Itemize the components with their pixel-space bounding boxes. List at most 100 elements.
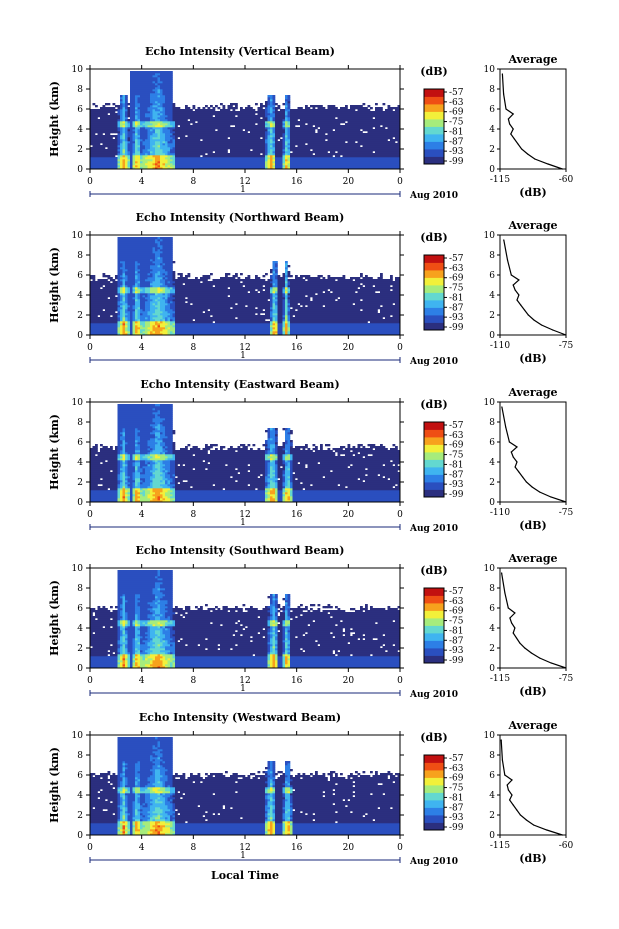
heatmap-cell [107, 277, 111, 280]
heatmap-cell [180, 147, 183, 150]
heatmap-cell [160, 161, 163, 164]
heatmap-cell [277, 145, 281, 148]
heatmap-cell [97, 137, 101, 140]
heatmap-cell [267, 127, 271, 130]
heatmap-cell [132, 129, 136, 132]
heatmap-cell [222, 163, 226, 166]
heatmap-cell [280, 143, 283, 146]
heatmap-cell [102, 105, 106, 108]
heatmap-cell [160, 157, 163, 160]
heatmap-cell [152, 73, 156, 76]
heatmap-cell [285, 113, 288, 116]
heatmap-cell [252, 129, 256, 132]
heatmap-cell [100, 139, 103, 142]
heatmap-cell [95, 285, 98, 288]
heatmap-cell [200, 133, 203, 136]
heatmap-cell [387, 147, 391, 150]
heatmap-cell [122, 269, 126, 272]
x-tick-label: 12 [239, 177, 250, 187]
heatmap-cell [115, 159, 118, 162]
heatmap-cell [362, 163, 366, 166]
heatmap-cell [152, 131, 156, 134]
heatmap-cell [265, 141, 268, 144]
heatmap-cell [95, 143, 98, 146]
heatmap-cell [325, 137, 328, 140]
heatmap-cell [90, 157, 93, 160]
heatmap-cell [165, 91, 168, 94]
heatmap-cell [180, 141, 183, 144]
heatmap-cell [212, 161, 216, 164]
heatmap-cell [360, 143, 363, 146]
heatmap-cell [260, 163, 263, 166]
heatmap-cell [225, 121, 228, 124]
heatmap-cell [170, 145, 173, 148]
heatmap-cell [285, 101, 288, 104]
heatmap-cell [280, 163, 283, 166]
heatmap-cell [247, 149, 251, 152]
heatmap-cell [90, 159, 93, 162]
heatmap-cell [397, 131, 401, 134]
heatmap-cell [380, 121, 383, 124]
heatmap-cell [330, 121, 333, 124]
heatmap-cell [100, 283, 103, 286]
heatmap-cell [242, 139, 246, 142]
heatmap-cell [97, 147, 101, 150]
heatmap-cell [190, 111, 193, 114]
heatmap-cell [285, 99, 288, 102]
heatmap-cell [130, 313, 133, 316]
heatmap-cell [140, 129, 143, 132]
heatmap-cell [370, 153, 373, 156]
heatmap-cell [297, 117, 301, 120]
heatmap-cell [300, 157, 303, 160]
heatmap-cell [127, 265, 131, 268]
heatmap-cell [137, 117, 141, 120]
heatmap-cell [312, 123, 316, 126]
heatmap-cell [370, 147, 373, 150]
heatmap-cell [135, 313, 138, 316]
heatmap-cell [122, 255, 126, 258]
heatmap-cell [102, 155, 106, 158]
heatmap-cell [302, 121, 306, 124]
heatmap-cell [157, 89, 161, 92]
heatmap-cell [112, 327, 116, 330]
heatmap-cell [162, 117, 166, 120]
heatmap-cell [330, 159, 333, 162]
heatmap-cell [135, 281, 138, 284]
heatmap-cell [285, 117, 288, 120]
heatmap-cell [167, 117, 171, 120]
heatmap-cell [165, 105, 168, 108]
heatmap-cell [125, 327, 128, 330]
heatmap-cell [107, 289, 111, 292]
heatmap-cell [385, 161, 388, 164]
heatmap-cell [112, 155, 116, 158]
heatmap-cell [107, 131, 111, 134]
heatmap-cell [240, 141, 243, 144]
heatmap-cell [340, 111, 343, 114]
heatmap-cell [357, 109, 361, 112]
heatmap-cell [320, 145, 323, 148]
heatmap-cell [237, 147, 241, 150]
heatmap-cell [120, 269, 123, 272]
heatmap-cell [117, 105, 121, 108]
heatmap-cell [172, 161, 176, 164]
heatmap-cell [137, 299, 141, 302]
heatmap-cell [247, 135, 251, 138]
heatmap-cell [280, 109, 283, 112]
heatmap-cell [222, 159, 226, 162]
heatmap-cell [185, 147, 188, 150]
heatmap-cell [350, 113, 353, 116]
heatmap-cell [312, 107, 316, 110]
heatmap-cell [217, 153, 221, 156]
heatmap-cell [347, 115, 351, 118]
heatmap-cell [130, 255, 133, 258]
heatmap-cell [320, 121, 323, 124]
heatmap-cell [242, 109, 246, 112]
heatmap-cell [162, 89, 166, 92]
heatmap-cell [227, 131, 231, 134]
heatmap-cell [307, 127, 311, 130]
heatmap-cell [302, 151, 306, 154]
heatmap-cell [155, 107, 158, 110]
heatmap-cell [145, 127, 148, 130]
heatmap-cell [375, 121, 378, 124]
heatmap-cell [92, 121, 96, 124]
